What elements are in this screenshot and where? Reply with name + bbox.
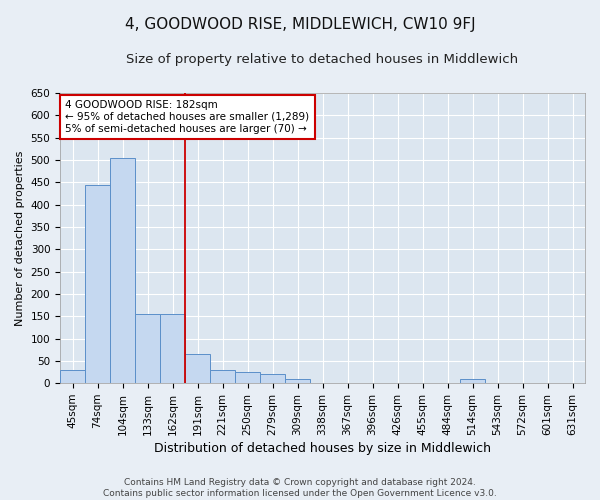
- Bar: [135, 314, 160, 383]
- Bar: [460, 378, 485, 383]
- Bar: [260, 374, 285, 383]
- Bar: [185, 354, 210, 383]
- Bar: [85, 184, 110, 383]
- Text: 4 GOODWOOD RISE: 182sqm
← 95% of detached houses are smaller (1,289)
5% of semi-: 4 GOODWOOD RISE: 182sqm ← 95% of detache…: [65, 100, 310, 134]
- Bar: [110, 158, 135, 383]
- Text: Contains HM Land Registry data © Crown copyright and database right 2024.
Contai: Contains HM Land Registry data © Crown c…: [103, 478, 497, 498]
- Bar: [285, 378, 310, 383]
- Bar: [160, 314, 185, 383]
- X-axis label: Distribution of detached houses by size in Middlewich: Distribution of detached houses by size …: [154, 442, 491, 455]
- Bar: [210, 370, 235, 383]
- Title: Size of property relative to detached houses in Middlewich: Size of property relative to detached ho…: [127, 52, 518, 66]
- Bar: [235, 372, 260, 383]
- Text: 4, GOODWOOD RISE, MIDDLEWICH, CW10 9FJ: 4, GOODWOOD RISE, MIDDLEWICH, CW10 9FJ: [125, 18, 475, 32]
- Bar: [60, 370, 85, 383]
- Y-axis label: Number of detached properties: Number of detached properties: [15, 150, 25, 326]
